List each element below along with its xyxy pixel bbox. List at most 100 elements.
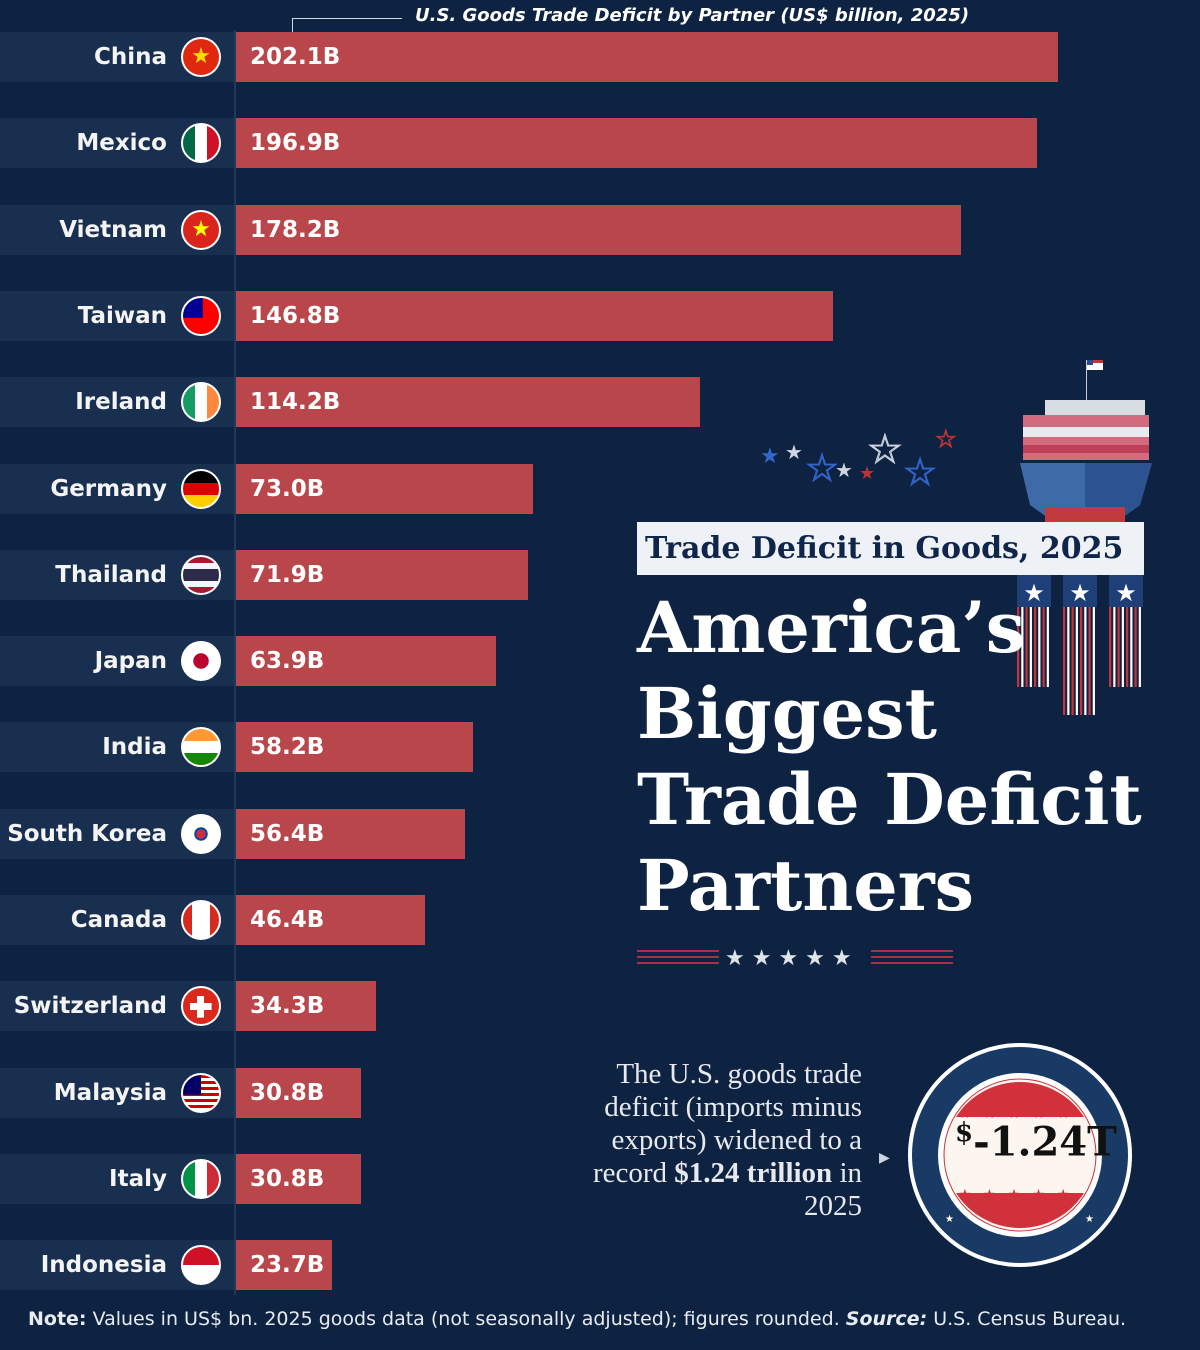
callout-text-end: in 2025 (804, 1157, 862, 1222)
data-label-canada: 46.4B (250, 907, 325, 933)
svg-text:★★★★★: ★★★★★ (959, 1106, 1082, 1122)
callout-text-plain: The U.S. goods trade deficit (imports mi… (592, 1058, 862, 1189)
bar-india (236, 722, 473, 773)
svg-text:☆: ☆ (903, 450, 937, 494)
data-label-thailand: 71.9B (250, 561, 325, 588)
data-label-india: 58.2B (250, 734, 325, 761)
arrow-right-icon: ▶ (879, 1150, 890, 1166)
category-label-mexico: Mexico (76, 130, 167, 157)
category-label-south-korea: South Korea (7, 820, 167, 847)
subtitle: Trade Deficit in Goods, 2025 (637, 522, 1144, 575)
category-label-taiwan: Taiwan (77, 302, 167, 329)
switzerland-flag-icon (181, 986, 221, 1027)
bar-germany (236, 463, 533, 514)
svg-text:★★★★★: ★★★★★ (959, 1187, 1082, 1203)
title-connector-line (292, 18, 402, 38)
category-label-japan: Japan (94, 648, 167, 675)
category-label-italy: Italy (109, 1165, 167, 1192)
malaysia-flag-icon (181, 1072, 221, 1113)
svg-text:☆: ☆ (935, 425, 957, 453)
category-label-china: China (93, 44, 167, 70)
italy-flag-icon (181, 1158, 221, 1199)
bar-taiwan (236, 290, 834, 341)
note-text: Values in US$ bn. 2025 goods data (not s… (86, 1308, 846, 1330)
svg-text:★: ★ (785, 440, 803, 464)
bar-switzerland (236, 981, 376, 1032)
svg-text:☆: ☆ (805, 446, 839, 490)
source-text: U.S. Census Bureau. (927, 1308, 1127, 1330)
data-label-italy: 30.8B (250, 1165, 325, 1192)
svg-text:☆: ☆ (867, 427, 903, 473)
bar-canada (236, 895, 425, 945)
thailand-flag-icon (181, 554, 221, 595)
japan-flag-icon (181, 641, 221, 682)
data-label-switzerland: 34.3B (250, 993, 325, 1020)
data-label-germany: 73.0B (250, 475, 325, 502)
bar-malaysia (236, 1067, 362, 1118)
bar-china (236, 32, 1058, 82)
decorative-stars: ★ ★ ☆ ★ ★ ☆ ☆ ☆ (760, 425, 957, 495)
bar-south-korea (236, 808, 466, 859)
data-label-taiwan: 146.8B (250, 302, 341, 329)
bar-indonesia (236, 1240, 333, 1291)
indonesia-flag-icon (181, 1245, 221, 1286)
category-label-indonesia: Indonesia (40, 1252, 167, 1279)
badge-number: -1.24T (973, 1118, 1117, 1166)
category-label-vietnam: Vietnam (59, 216, 167, 243)
badge-value: $-1.24T (955, 1118, 1117, 1165)
axis-line (234, 30, 236, 1295)
svg-text:★: ★ (945, 1214, 954, 1225)
headline: America’s Biggest Trade Deficit Partners (637, 585, 1142, 929)
mexico-flag-icon (181, 123, 221, 164)
category-label-malaysia: Malaysia (53, 1079, 167, 1106)
south-korea-flag-icon (181, 813, 221, 854)
category-label-thailand: Thailand (55, 561, 167, 588)
note-label: Note: (28, 1308, 87, 1330)
svg-text:★: ★ (1069, 579, 1091, 607)
category-label-switzerland: Switzerland (13, 993, 167, 1020)
star-banners-illustration: ★ ★ ★ (1017, 575, 1143, 715)
stars-divider: ★★★★★ (637, 946, 953, 969)
vietnam-flag-icon: ★ (181, 209, 221, 250)
chart-title: U.S. Goods Trade Deficit by Partner (US$… (415, 5, 970, 26)
callout-text-bold: $1.24 trillion (674, 1157, 833, 1189)
data-label-malaysia: 30.8B (250, 1079, 325, 1106)
data-label-japan: 63.9B (250, 648, 325, 675)
svg-text:★: ★ (1085, 1214, 1094, 1225)
data-label-china: 202.1B (250, 44, 341, 70)
bar-thailand (236, 549, 529, 600)
svg-text:★: ★ (760, 444, 780, 469)
data-label-south-korea: 56.4B (250, 820, 325, 847)
category-label-canada: Canada (70, 907, 167, 933)
india-flag-icon (181, 727, 221, 768)
bar-vietnam (236, 204, 961, 255)
headline-line: Trade Deficit (637, 758, 1142, 841)
data-label-ireland: 114.2B (250, 389, 341, 416)
svg-text:★: ★ (859, 463, 875, 484)
badge-currency: $ (955, 1118, 974, 1148)
bar-japan (236, 636, 496, 687)
bar-mexico (236, 118, 1037, 169)
bar-ireland (236, 377, 701, 428)
ireland-flag-icon (181, 382, 221, 423)
footer-note: Note: Values in US$ bn. 2025 goods data … (28, 1308, 1126, 1330)
category-label-ireland: Ireland (75, 389, 167, 416)
svg-text:★: ★ (835, 458, 853, 482)
headline-line: Biggest (637, 672, 937, 755)
headline-line: America’s (637, 586, 1026, 669)
deficit-badge: ★★★★★ ★★★★★ ★ ★ (908, 1043, 1132, 1267)
china-flag-icon: ★ (181, 37, 221, 77)
svg-text:★: ★ (1023, 579, 1045, 607)
callout-text: The U.S. goods trade deficit (imports mi… (560, 1058, 862, 1223)
category-label-germany: Germany (50, 475, 167, 502)
canada-flag-icon (181, 900, 221, 940)
taiwan-flag-icon (181, 295, 221, 336)
source-label: Source: (845, 1308, 928, 1330)
cargo-ship-illustration (1020, 360, 1152, 523)
data-label-mexico: 196.9B (250, 130, 341, 157)
data-label-indonesia: 23.7B (250, 1252, 325, 1279)
germany-flag-icon (181, 468, 221, 509)
category-label-india: India (102, 734, 167, 761)
bar-italy (236, 1153, 362, 1204)
svg-text:★: ★ (1115, 579, 1137, 607)
